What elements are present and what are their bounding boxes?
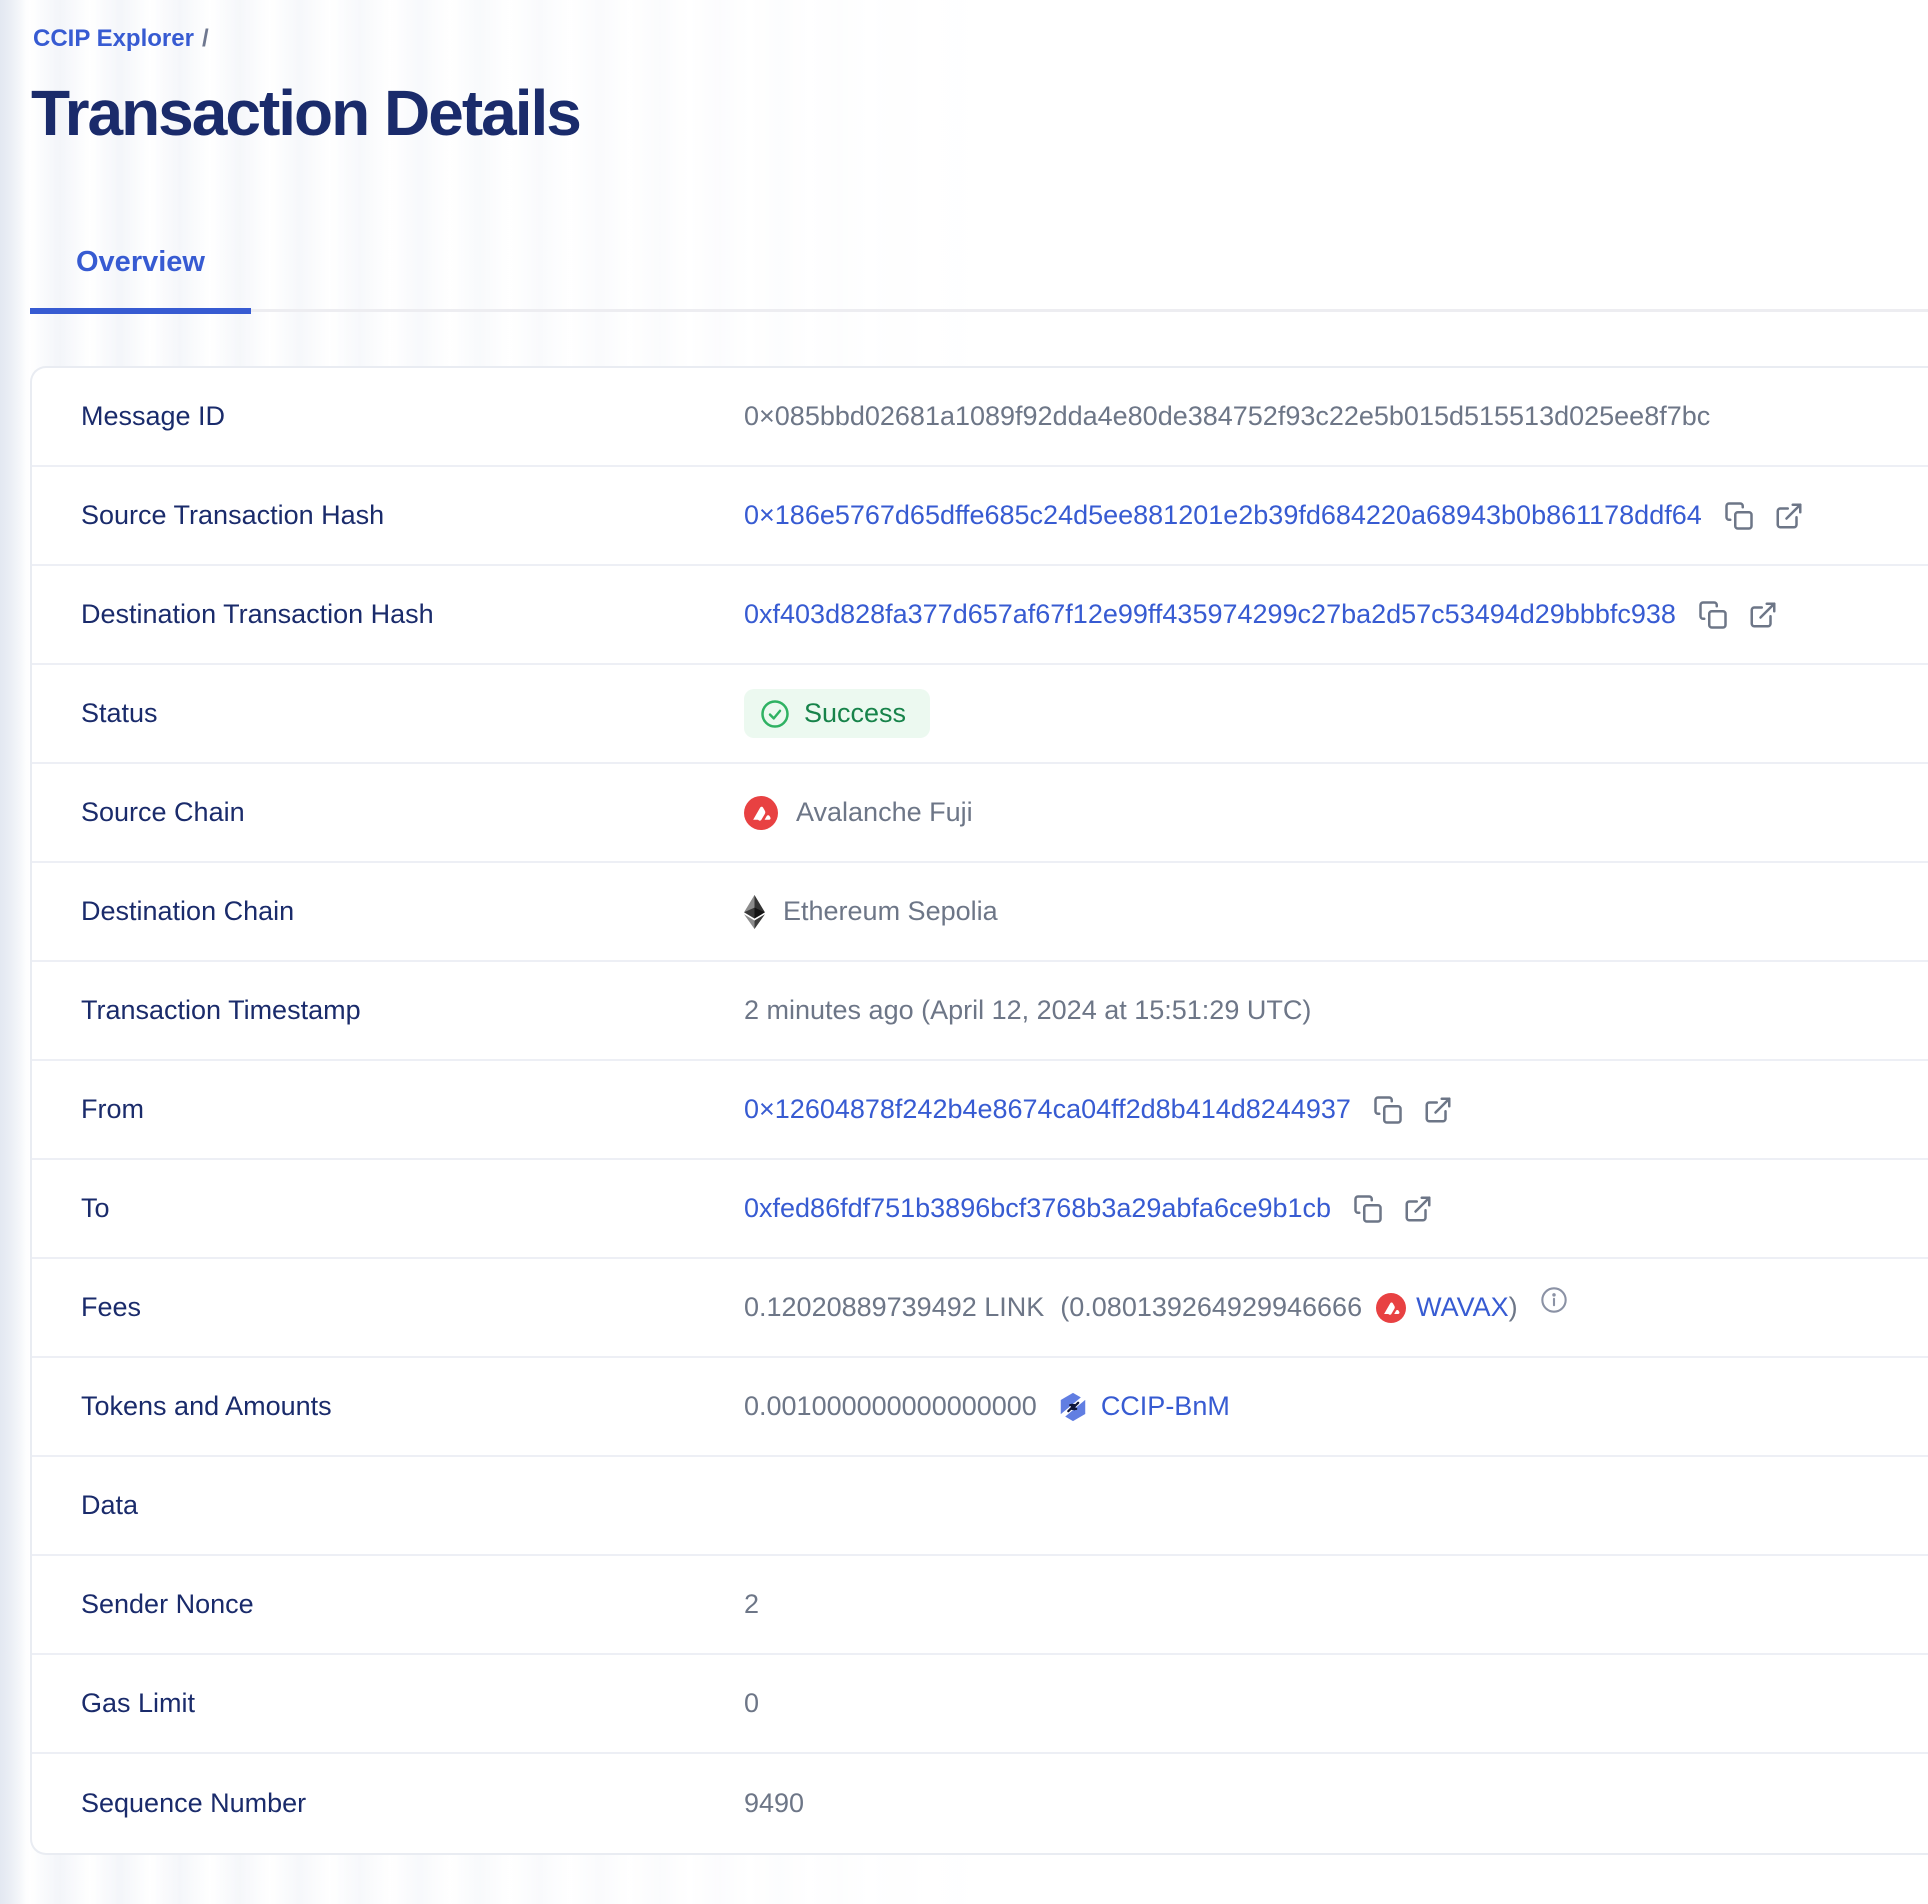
table-row-fees: Fees 0.12020889739492 LINK (0.0801392649…	[32, 1259, 1928, 1358]
row-label: Source Transaction Hash	[81, 500, 385, 530]
message-id-value: 0×085bbd02681a1089f92dda4e80de384752f93c…	[744, 401, 1711, 431]
ethereum-icon	[744, 894, 765, 929]
table-row-data: Data	[32, 1457, 1928, 1556]
sequence-number-value: 9490	[744, 1788, 805, 1818]
row-label: Gas Limit	[81, 1688, 196, 1718]
row-label: Destination Chain	[81, 896, 295, 926]
table-row-message-id: Message ID 0×085bbd02681a1089f92dda4e80d…	[32, 368, 1928, 467]
table-row-tokens-and-amounts: Tokens and Amounts 0.001000000000000000 …	[32, 1358, 1928, 1457]
check-circle-icon	[760, 699, 790, 729]
status-badge-label: Success	[804, 698, 907, 728]
wavax-token-link[interactable]: WAVAX	[1416, 1292, 1509, 1322]
breadcrumb-separator: /	[201, 25, 209, 52]
table-row-sender-nonce: Sender Nonce 2	[32, 1556, 1928, 1655]
row-label: Message ID	[81, 401, 226, 431]
fees-paren-close: )	[1508, 1292, 1518, 1322]
row-label: From	[81, 1094, 144, 1124]
external-link-icon[interactable]	[1748, 600, 1778, 630]
table-row-destination-tx-hash: Destination Transaction Hash 0xf403d828f…	[32, 566, 1928, 665]
info-icon[interactable]	[1540, 1286, 1568, 1314]
sender-nonce-value: 2	[744, 1589, 760, 1619]
source-tx-hash-link[interactable]: 0×186e5767d65dffe685c24d5ee881201e2b39fd…	[744, 500, 1702, 530]
breadcrumb-ccip-explorer-link[interactable]: CCIP Explorer	[33, 25, 194, 52]
page-title: Transaction Details	[31, 77, 582, 149]
token-amount: 0.001000000000000000	[744, 1391, 1037, 1421]
row-label: To	[81, 1193, 110, 1223]
table-row-source-tx-hash: Source Transaction Hash 0×186e5767d65dff…	[32, 467, 1928, 566]
row-label: Source Chain	[81, 797, 245, 827]
fees-converted-amount: (0.080139264929946666	[1060, 1292, 1363, 1322]
timestamp-value: 2 minutes ago (April 12, 2024 at 15:51:2…	[744, 995, 1312, 1025]
copy-icon[interactable]	[1724, 501, 1754, 531]
row-label: Sender Nonce	[81, 1589, 254, 1619]
avalanche-icon	[744, 795, 778, 830]
tab-overview[interactable]: Overview	[30, 246, 251, 314]
copy-icon[interactable]	[1353, 1194, 1383, 1224]
row-label: Data	[81, 1490, 139, 1520]
source-chain-name: Avalanche Fuji	[796, 797, 973, 827]
row-label: Status	[81, 698, 158, 728]
copy-icon[interactable]	[1698, 600, 1728, 630]
status-badge: Success	[744, 689, 931, 738]
external-link-icon[interactable]	[1423, 1095, 1453, 1125]
ccip-bnm-token-icon	[1057, 1391, 1089, 1423]
external-link-icon[interactable]	[1403, 1194, 1433, 1224]
row-label: Fees	[81, 1292, 142, 1322]
tab-bar: Overview	[30, 246, 1928, 314]
row-label: Destination Transaction Hash	[81, 599, 434, 629]
from-address-link[interactable]: 0×12604878f242b4e8674ca04ff2d8b414d82449…	[744, 1094, 1351, 1124]
table-row-destination-chain: Destination Chain Ethereum Sepolia	[32, 863, 1928, 962]
transaction-details-card: Message ID 0×085bbd02681a1089f92dda4e80d…	[30, 366, 1928, 1855]
table-row-sequence-number: Sequence Number 9490	[32, 1754, 1928, 1853]
gas-limit-value: 0	[744, 1688, 760, 1718]
wavax-icon	[1376, 1292, 1407, 1323]
table-row-status: Status Success	[32, 665, 1928, 764]
table-row-from: From 0×12604878f242b4e8674ca04ff2d8b414d…	[32, 1061, 1928, 1160]
to-address-link[interactable]: 0xfed86fdf751b3896bcf3768b3a29abfa6ce9b1…	[744, 1193, 1332, 1223]
ccip-bnm-token-link[interactable]: CCIP-BnM	[1100, 1391, 1230, 1421]
table-row-source-chain: Source Chain Avalanche Fuji	[32, 764, 1928, 863]
row-label: Sequence Number	[81, 1788, 307, 1818]
breadcrumb: CCIP Explorer /	[0, 0, 1928, 54]
copy-icon[interactable]	[1373, 1095, 1403, 1125]
row-label: Tokens and Amounts	[81, 1391, 332, 1421]
fees-link-amount: 0.12020889739492 LINK	[744, 1292, 1045, 1322]
table-row-to: To 0xfed86fdf751b3896bcf3768b3a29abfa6ce…	[32, 1160, 1928, 1259]
destination-tx-hash-link[interactable]: 0xf403d828fa377d657af67f12e99ff435974299…	[744, 599, 1676, 629]
table-row-timestamp: Transaction Timestamp 2 minutes ago (Apr…	[32, 962, 1928, 1061]
row-label: Transaction Timestamp	[81, 995, 361, 1025]
external-link-icon[interactable]	[1774, 501, 1804, 531]
destination-chain-name: Ethereum Sepolia	[783, 896, 998, 926]
table-row-gas-limit: Gas Limit 0	[32, 1655, 1928, 1754]
